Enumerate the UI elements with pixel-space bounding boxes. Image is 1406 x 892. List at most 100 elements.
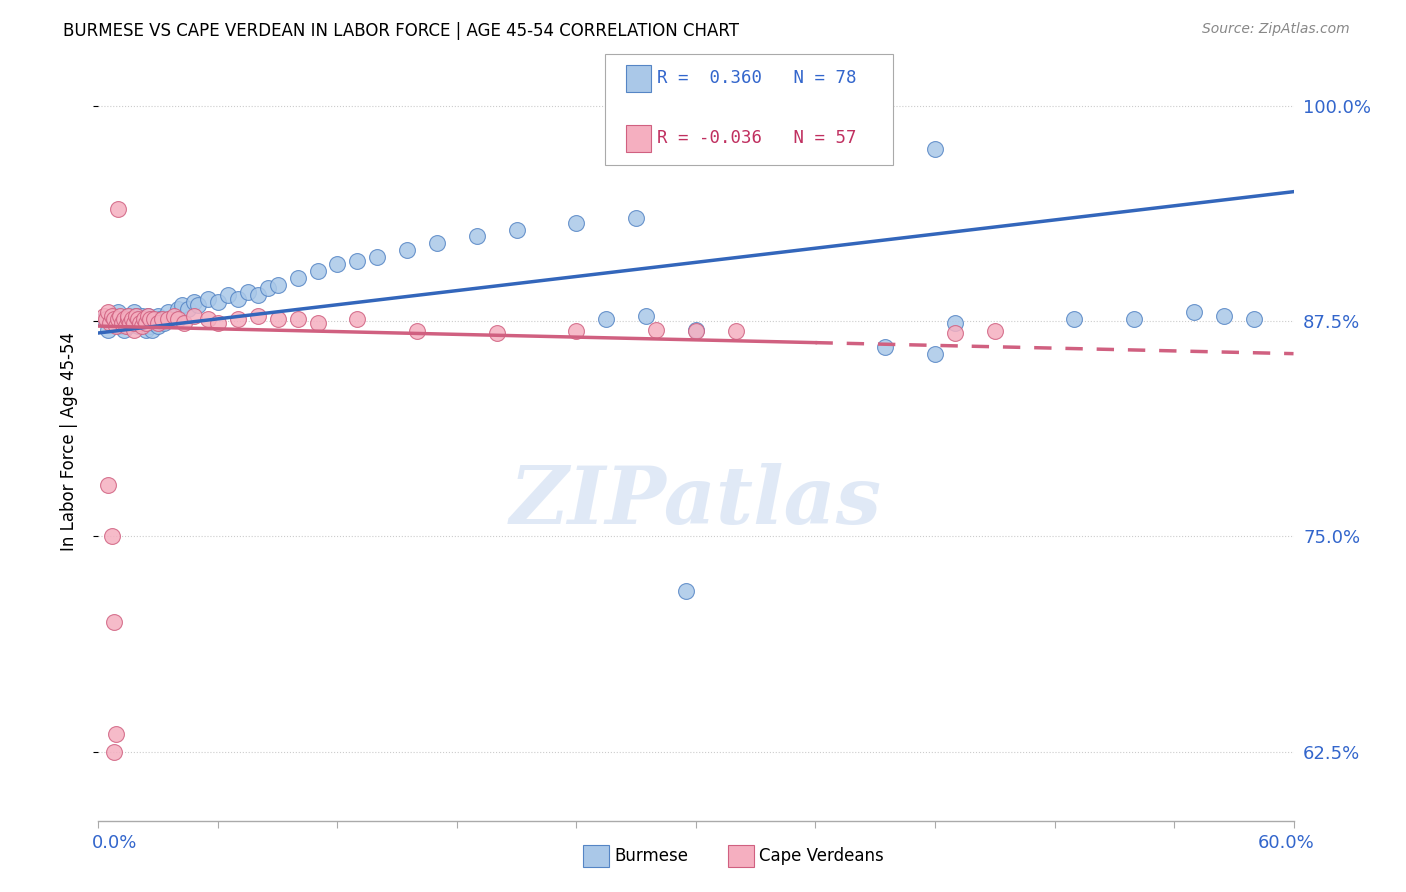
Point [226, 312, 249, 326]
Point [143, 312, 166, 326]
Point [125, 316, 148, 330]
Point [157, 305, 180, 319]
Point [173, 316, 195, 330]
Point [124, 312, 146, 326]
Point [124, 316, 146, 330]
Point [1063, 312, 1085, 326]
Point [1212, 309, 1234, 323]
Point [105, 727, 128, 741]
Point [148, 309, 170, 323]
Point [236, 285, 259, 299]
Point [287, 312, 309, 326]
Point [139, 319, 162, 334]
Point [101, 316, 124, 330]
Point [197, 292, 219, 306]
Point [124, 322, 146, 336]
Point [163, 309, 186, 323]
Y-axis label: In Labor Force | Age 45-54: In Labor Force | Age 45-54 [59, 332, 77, 551]
Point [131, 319, 153, 334]
Point [246, 309, 269, 323]
Point [121, 316, 143, 330]
Point [110, 309, 132, 323]
Point [136, 316, 159, 330]
Point [129, 316, 152, 330]
Point [943, 316, 966, 330]
Point [177, 301, 200, 316]
Point [107, 316, 129, 330]
Point [943, 326, 966, 340]
Point [167, 301, 190, 316]
Point [346, 253, 368, 268]
Point [226, 292, 249, 306]
Point [148, 319, 170, 334]
Text: BURMESE VS CAPE VERDEAN IN LABOR FORCE | AGE 45-54 CORRELATION CHART: BURMESE VS CAPE VERDEAN IN LABOR FORCE |… [63, 22, 740, 40]
Point [148, 316, 170, 330]
Point [134, 312, 156, 326]
Point [465, 229, 488, 244]
Point [124, 305, 146, 319]
Point [107, 305, 129, 319]
Point [183, 295, 205, 310]
Point [217, 288, 239, 302]
Point [366, 250, 388, 264]
Point [485, 326, 508, 340]
Point [97, 305, 120, 319]
Point [117, 309, 139, 323]
Point [675, 584, 697, 599]
Point [150, 312, 173, 326]
Point [111, 312, 134, 326]
Point [1243, 312, 1265, 326]
Point [565, 324, 588, 338]
Point [110, 319, 132, 334]
Point [97, 322, 120, 336]
Text: ZIPatlas: ZIPatlas [510, 464, 882, 541]
Point [125, 309, 148, 323]
Point [103, 745, 125, 759]
Point [426, 236, 449, 251]
Point [160, 312, 183, 326]
Point [136, 309, 159, 323]
Text: Source: ZipAtlas.com: Source: ZipAtlas.com [1202, 22, 1350, 37]
Point [1182, 305, 1205, 319]
Point [326, 257, 349, 271]
Point [924, 346, 946, 360]
Point [984, 324, 1007, 338]
Point [93, 312, 115, 326]
Point [98, 316, 122, 330]
Point [101, 309, 124, 323]
Point [101, 529, 124, 543]
Point [626, 211, 648, 225]
Point [139, 312, 162, 326]
Point [595, 312, 617, 326]
Point [141, 322, 163, 336]
Point [105, 309, 128, 323]
Point [724, 324, 747, 338]
Point [685, 324, 707, 338]
Point [157, 312, 180, 326]
Point [197, 312, 219, 326]
Point [155, 312, 177, 326]
Point [117, 309, 139, 323]
Point [117, 319, 139, 334]
Point [103, 312, 125, 326]
Point [307, 316, 329, 330]
Point [267, 277, 290, 292]
Point [267, 312, 290, 326]
Point [406, 324, 429, 338]
Point [136, 309, 159, 323]
Point [172, 298, 194, 312]
Point [149, 312, 172, 326]
Point [506, 222, 529, 236]
Point [346, 312, 368, 326]
Point [636, 309, 658, 323]
Point [135, 316, 157, 330]
Point [153, 316, 176, 330]
Point [565, 216, 588, 230]
Point [183, 309, 205, 323]
Point [875, 340, 897, 354]
Text: R =  0.360   N = 78: R = 0.360 N = 78 [657, 70, 856, 87]
Point [125, 309, 148, 323]
Point [645, 322, 668, 336]
Point [105, 319, 128, 334]
Point [96, 312, 118, 326]
